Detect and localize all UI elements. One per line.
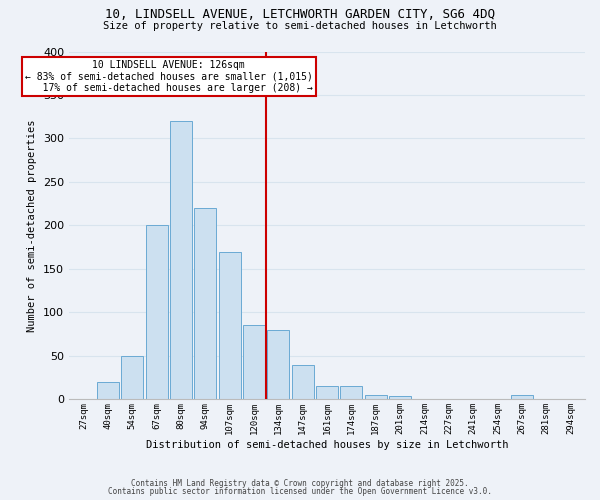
Bar: [340, 386, 362, 400]
Bar: [268, 330, 289, 400]
Bar: [292, 364, 314, 400]
Bar: [218, 252, 241, 400]
Bar: [511, 395, 533, 400]
X-axis label: Distribution of semi-detached houses by size in Letchworth: Distribution of semi-detached houses by …: [146, 440, 508, 450]
Text: Contains public sector information licensed under the Open Government Licence v3: Contains public sector information licen…: [108, 487, 492, 496]
Bar: [243, 326, 265, 400]
Text: 10, LINDSELL AVENUE, LETCHWORTH GARDEN CITY, SG6 4DQ: 10, LINDSELL AVENUE, LETCHWORTH GARDEN C…: [105, 8, 495, 20]
Bar: [97, 382, 119, 400]
Text: Contains HM Land Registry data © Crown copyright and database right 2025.: Contains HM Land Registry data © Crown c…: [131, 478, 469, 488]
Text: 10 LINDSELL AVENUE: 126sqm
← 83% of semi-detached houses are smaller (1,015)
   : 10 LINDSELL AVENUE: 126sqm ← 83% of semi…: [25, 60, 313, 94]
Bar: [194, 208, 216, 400]
Bar: [170, 121, 192, 400]
Bar: [146, 226, 167, 400]
Bar: [365, 395, 386, 400]
Bar: [389, 396, 411, 400]
Bar: [316, 386, 338, 400]
Text: Size of property relative to semi-detached houses in Letchworth: Size of property relative to semi-detach…: [103, 21, 497, 31]
Y-axis label: Number of semi-detached properties: Number of semi-detached properties: [28, 119, 37, 332]
Bar: [121, 356, 143, 400]
